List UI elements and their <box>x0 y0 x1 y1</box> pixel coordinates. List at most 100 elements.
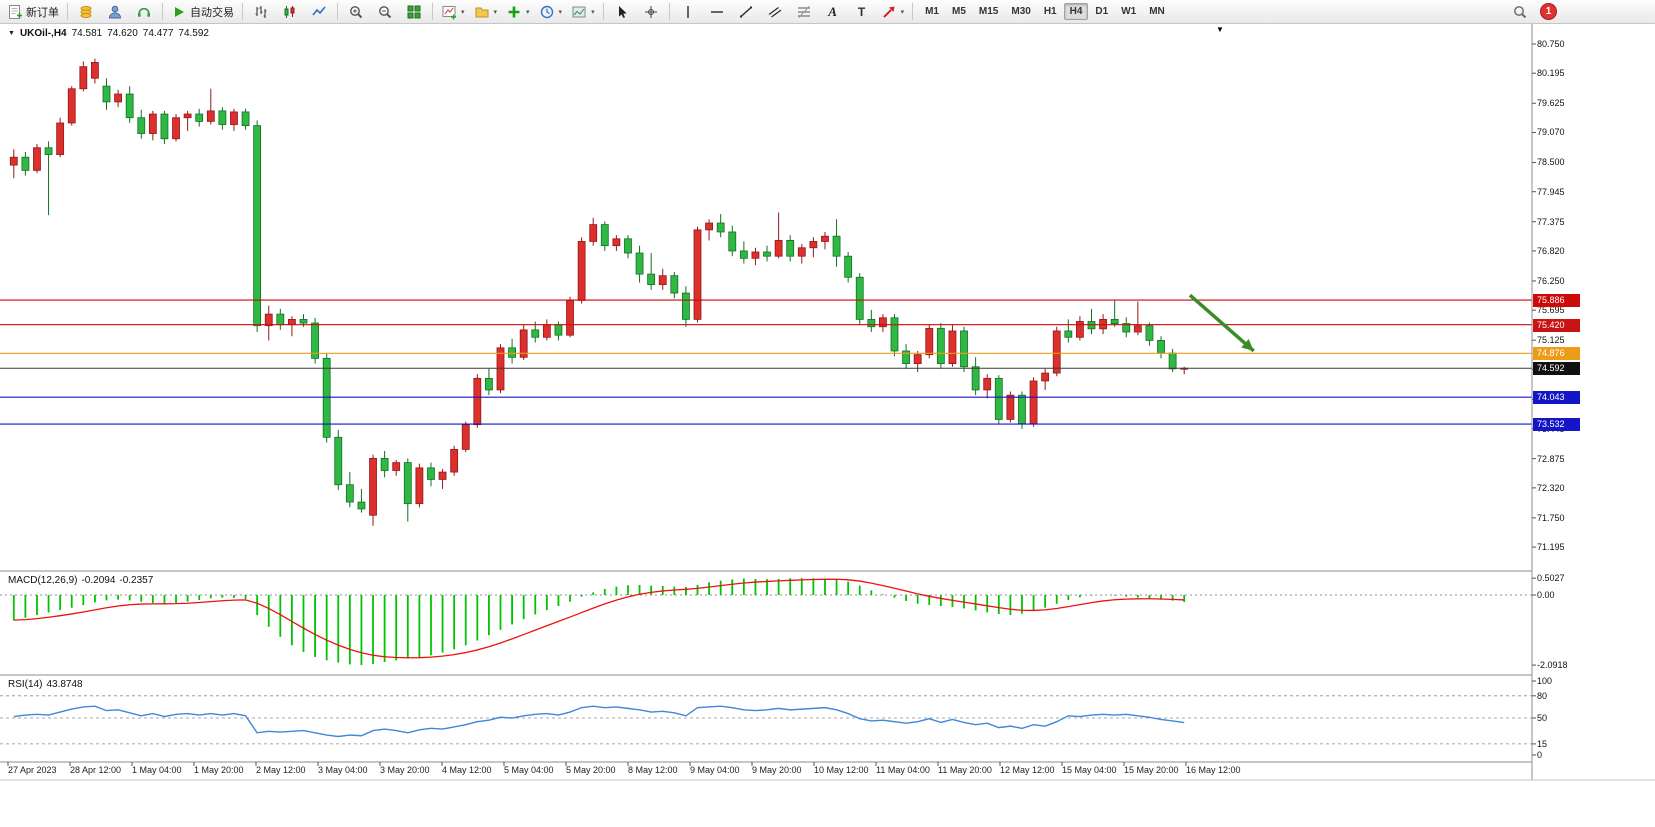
toolbar-separator <box>432 3 433 20</box>
zoom-in-icon <box>350 5 363 18</box>
accounts-button[interactable] <box>101 1 129 23</box>
new-order-button[interactable]: 新订单 <box>3 1 63 23</box>
arrows-button[interactable]: ▾ <box>877 1 909 23</box>
toolbar-separator <box>242 3 243 20</box>
timeframe-button-h1[interactable]: H1 <box>1043 6 1057 17</box>
new-chart-button[interactable]: ▾ <box>437 1 469 23</box>
line-chart-icon <box>312 5 326 15</box>
toolbar-separator <box>912 3 914 20</box>
templates-button[interactable]: ▾ <box>567 1 599 23</box>
macd-indicator-label: MACD(12,26,9) -0.2094 -0.2357 <box>8 575 157 586</box>
ohlc-close: 74.592 <box>178 28 209 39</box>
crosshair-button[interactable] <box>637 1 665 23</box>
chart-title: ▼ UKOil-,H4 74.581 74.620 74.477 74.592 <box>8 28 209 39</box>
main-toolbar: 新订单 自动交易 <box>0 0 1655 24</box>
macd-name: MACD(12,26,9) <box>8 575 78 586</box>
timeframe-button-m1[interactable]: M1 <box>925 6 939 17</box>
vertical-line-button[interactable] <box>674 1 702 23</box>
macd-signal-value: -0.2357 <box>119 575 154 586</box>
channel-icon <box>768 6 781 17</box>
add-indicator-icon <box>508 6 520 17</box>
timeframe-button-m15[interactable]: M15 <box>978 6 999 17</box>
template-icon <box>572 6 586 17</box>
label-tool-label: T <box>857 4 866 19</box>
periods-button[interactable]: ▾ <box>535 1 567 23</box>
arrow-tool-icon <box>882 6 895 18</box>
timeframe-button-m30[interactable]: M30 <box>1011 6 1031 17</box>
new-order-icon <box>9 4 22 19</box>
chevron-down-icon: ▾ <box>526 8 530 16</box>
text-button[interactable]: A <box>819 1 847 23</box>
fibonacci-icon <box>797 5 810 18</box>
candlestick-chart-button[interactable] <box>276 1 304 23</box>
chevron-down-icon: ▾ <box>493 8 498 16</box>
timeframe-button-m5[interactable]: M5 <box>952 6 966 17</box>
candlestick-icon <box>284 5 295 18</box>
toolbar-separator <box>162 3 163 20</box>
folder-icon <box>475 7 489 17</box>
notification-count: 1 <box>1545 6 1552 17</box>
zoom-out-icon <box>379 5 392 18</box>
search-icon <box>1514 5 1527 18</box>
macd-main-value: -0.2094 <box>81 575 116 586</box>
line-chart-button[interactable] <box>305 1 333 23</box>
rsi-name: RSI(14) <box>8 679 43 690</box>
profiles-button[interactable]: ▾ <box>470 1 502 23</box>
timeframe-button-d1[interactable]: D1 <box>1095 6 1109 17</box>
market-watch-button[interactable] <box>72 1 100 23</box>
cursor-icon <box>618 5 627 18</box>
text-tool-label: A <box>828 3 837 19</box>
headset-icon <box>138 7 150 17</box>
chart-symbol-label: UKOil-,H4 <box>19 28 67 39</box>
cursor-button[interactable] <box>608 1 636 23</box>
chevron-down-icon: ▾ <box>900 8 905 16</box>
chevron-down-icon: ▾ <box>558 8 563 16</box>
toolbar-right-group: 1 <box>1506 1 1557 23</box>
scroll-to-end-marker[interactable]: ▼ <box>1216 25 1224 34</box>
auto-trading-button[interactable]: 自动交易 <box>167 1 238 23</box>
ohlc-low: 74.477 <box>142 28 174 39</box>
fibonacci-button[interactable] <box>790 1 818 23</box>
auto-trading-label: 自动交易 <box>190 6 234 19</box>
chevron-down-icon: ▾ <box>461 8 465 16</box>
toolbar-separator <box>602 3 604 20</box>
chart-collapse-icon[interactable]: ▼ <box>8 30 15 37</box>
clock-icon <box>540 5 553 18</box>
label-button[interactable]: T <box>848 1 876 23</box>
indicators-button[interactable]: ▾ <box>502 1 534 23</box>
new-chart-icon <box>442 5 456 19</box>
horizontal-line-button[interactable] <box>703 1 731 23</box>
ohlc-high: 74.620 <box>107 28 138 39</box>
trendline-button[interactable] <box>732 1 760 23</box>
search-button[interactable] <box>1506 1 1534 23</box>
ohlc-bars-icon <box>255 5 267 18</box>
ohlc-open: 74.581 <box>71 28 103 39</box>
horizontal-line-icon <box>710 10 723 13</box>
timeframe-button-w1[interactable]: W1 <box>1121 6 1137 17</box>
user-icon <box>108 5 122 18</box>
crosshair-icon <box>644 5 657 18</box>
tile-windows-icon <box>407 5 421 18</box>
new-order-label: 新订单 <box>26 6 59 19</box>
channel-button[interactable] <box>761 1 789 23</box>
coins-icon <box>80 5 92 18</box>
rsi-indicator-label: RSI(14) 43.8748 <box>8 679 87 690</box>
notification-badge[interactable]: 1 <box>1540 3 1557 20</box>
zoom-in-button[interactable] <box>342 1 370 23</box>
bar-chart-button[interactable] <box>247 1 275 23</box>
tile-windows-button[interactable] <box>400 1 428 23</box>
trendline-icon <box>739 6 752 17</box>
vertical-line-icon <box>686 5 689 18</box>
timeframe-button-h4[interactable]: H4 <box>1063 3 1089 20</box>
zoom-out-button[interactable] <box>371 1 399 23</box>
chevron-down-icon: ▾ <box>591 8 595 16</box>
play-icon <box>175 6 184 17</box>
support-button[interactable] <box>130 1 158 23</box>
toolbar-separator <box>668 3 670 20</box>
timeframe-button-mn[interactable]: MN <box>1149 6 1165 17</box>
timeframe-toolbar: M1 M5 M15 M30 H1 H4 D1 W1 MN <box>919 3 1171 20</box>
toolbar-separator <box>337 3 338 20</box>
rsi-value: 43.8748 <box>46 679 83 690</box>
